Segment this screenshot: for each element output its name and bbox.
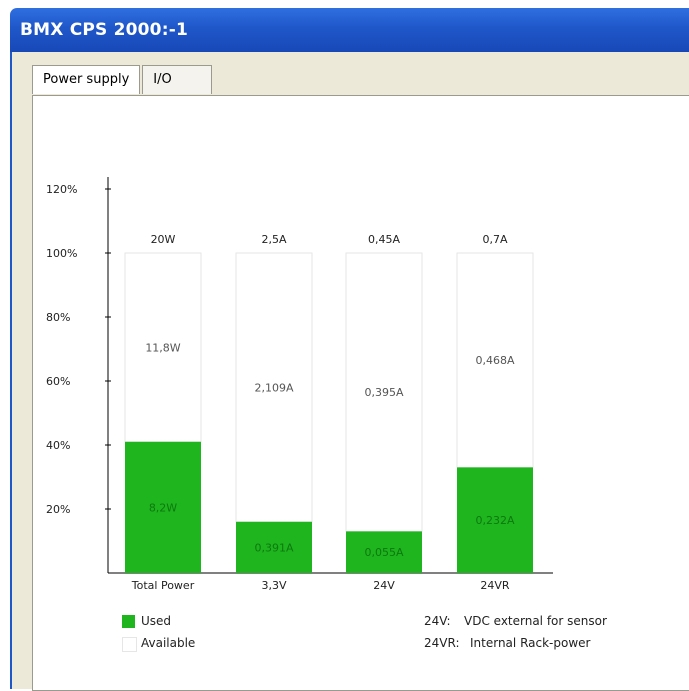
bar-capacity-label: 0,7A [482, 233, 507, 246]
bar-available [235, 252, 313, 523]
y-tick-label: 60% [46, 375, 70, 388]
x-category-label: 24V [373, 579, 395, 592]
bar-available-label: 11,8W [145, 341, 180, 354]
bar-used-label: 0,232A [475, 514, 514, 527]
bar-used-label: 0,391A [254, 541, 293, 554]
y-tick-label: 100% [46, 247, 77, 260]
bar-available [124, 252, 202, 443]
bar-used-label: 8,2W [149, 501, 177, 514]
legend-used-label: Used [141, 614, 172, 628]
window-body: Power supply I/O 120% 100% 80% 60% 40% 20% 20W… [10, 52, 689, 691]
power-budget-chart: 120% 100% 80% 60% 40% 20% 20W 11,8W 8,2W Total Po… [46, 177, 553, 592]
note-24vr-key: 24VR: [424, 636, 460, 650]
y-tick-label: 20% [46, 503, 70, 516]
note-24v-key: 24V: [424, 614, 451, 628]
window-titlebar[interactable]: BMX CPS 2000:-1 [10, 8, 689, 52]
bar-used [457, 467, 533, 573]
note-24v-text: VDC external for sensor [464, 614, 607, 628]
tab-io[interactable]: I/O [142, 65, 213, 94]
y-tick-label: 120% [46, 183, 77, 196]
bar-available [456, 252, 534, 468]
note-24vr-text: Internal Rack-power [470, 636, 591, 650]
bar-used-label: 0,055A [364, 546, 403, 559]
bar-available-label: 2,109A [254, 381, 293, 394]
bar-used [236, 521, 312, 573]
tab-strip: Power supply I/O [32, 65, 214, 95]
x-category-label: 24VR [480, 579, 510, 592]
bar-available [345, 252, 423, 532]
y-tick-label: 80% [46, 311, 70, 324]
bar-available-label: 0,468A [475, 354, 514, 367]
legend-used-swatch [122, 615, 135, 628]
window-title: BMX CPS 2000:-1 [20, 20, 188, 40]
bar-used [125, 441, 201, 573]
bar-capacity-label: 20W [151, 233, 176, 246]
bar-capacity-label: 2,5A [261, 233, 286, 246]
legend-available-label: Available [141, 636, 196, 650]
tab-power-supply[interactable]: Power supply [32, 65, 141, 94]
bar-available-label: 0,395A [364, 386, 403, 399]
bar-used [346, 531, 422, 573]
y-tick-label: 40% [46, 439, 70, 452]
x-category-label: 3,3V [261, 579, 286, 592]
legend-available-swatch [122, 637, 137, 652]
power-supply-panel: 120% 100% 80% 60% 40% 20% 20W 11,8W 8,2W Total Po… [32, 95, 689, 691]
x-category-label: Total Power [131, 579, 195, 592]
bar-capacity-label: 0,45A [368, 233, 400, 246]
